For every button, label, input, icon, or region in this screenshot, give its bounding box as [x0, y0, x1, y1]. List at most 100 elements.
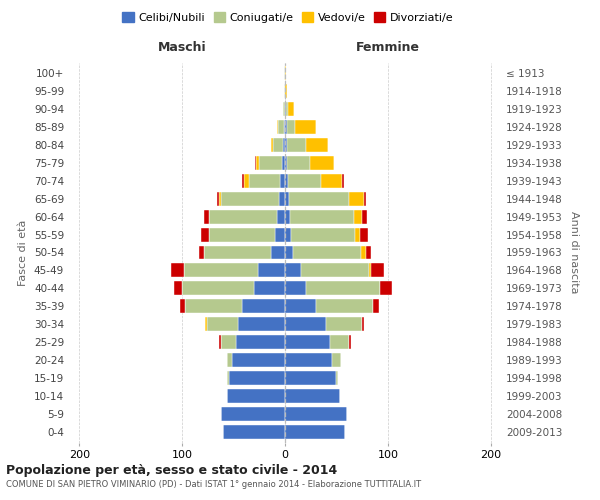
- Bar: [285, 192, 289, 205]
- Bar: [293, 246, 361, 260]
- Y-axis label: Anni di nascita: Anni di nascita: [569, 211, 579, 294]
- Bar: [287, 156, 310, 170]
- Bar: [204, 246, 271, 260]
- Bar: [285, 371, 337, 385]
- Bar: [289, 192, 349, 205]
- Bar: [362, 317, 364, 331]
- Bar: [184, 264, 258, 278]
- Bar: [337, 371, 338, 385]
- Bar: [244, 174, 249, 188]
- Bar: [283, 102, 285, 116]
- Bar: [330, 335, 349, 349]
- Bar: [285, 264, 301, 278]
- Bar: [199, 246, 204, 260]
- Bar: [180, 300, 185, 314]
- Bar: [174, 282, 182, 296]
- Text: Popolazione per età, sesso e stato civile - 2014: Popolazione per età, sesso e stato civil…: [6, 464, 337, 477]
- Bar: [366, 246, 371, 260]
- Bar: [285, 102, 286, 116]
- Bar: [242, 300, 285, 314]
- Bar: [221, 335, 236, 349]
- Bar: [221, 407, 285, 421]
- Y-axis label: Fasce di età: Fasce di età: [19, 220, 28, 286]
- Bar: [271, 138, 272, 152]
- Bar: [204, 210, 209, 224]
- Bar: [277, 120, 278, 134]
- Bar: [280, 174, 285, 188]
- Bar: [285, 138, 287, 152]
- Bar: [295, 120, 316, 134]
- Bar: [373, 300, 379, 314]
- Bar: [256, 156, 259, 170]
- Bar: [364, 192, 366, 205]
- Bar: [287, 138, 305, 152]
- Bar: [285, 228, 291, 241]
- Bar: [207, 317, 238, 331]
- Bar: [284, 84, 285, 98]
- Text: Maschi: Maschi: [158, 42, 206, 54]
- Bar: [275, 228, 285, 241]
- Bar: [290, 210, 354, 224]
- Bar: [301, 264, 370, 278]
- Bar: [354, 210, 362, 224]
- Bar: [272, 138, 283, 152]
- Bar: [271, 246, 285, 260]
- Bar: [291, 228, 355, 241]
- Text: Femmine: Femmine: [356, 42, 420, 54]
- Bar: [285, 317, 326, 331]
- Bar: [284, 120, 285, 134]
- Bar: [279, 192, 285, 205]
- Bar: [285, 84, 287, 98]
- Bar: [219, 192, 221, 205]
- Bar: [258, 264, 285, 278]
- Bar: [255, 156, 256, 170]
- Bar: [200, 228, 209, 241]
- Bar: [185, 300, 242, 314]
- Bar: [332, 353, 341, 367]
- Bar: [341, 174, 344, 188]
- Bar: [349, 335, 351, 349]
- Bar: [371, 264, 384, 278]
- Bar: [254, 282, 285, 296]
- Bar: [229, 371, 285, 385]
- Bar: [283, 138, 285, 152]
- Bar: [227, 389, 285, 403]
- Bar: [321, 174, 341, 188]
- Bar: [285, 66, 286, 80]
- Bar: [277, 210, 285, 224]
- Bar: [285, 335, 330, 349]
- Bar: [285, 300, 316, 314]
- Bar: [249, 174, 280, 188]
- Bar: [171, 264, 184, 278]
- Bar: [285, 282, 305, 296]
- Bar: [285, 353, 332, 367]
- Bar: [305, 138, 328, 152]
- Bar: [380, 282, 392, 296]
- Bar: [285, 120, 287, 134]
- Bar: [205, 317, 207, 331]
- Bar: [236, 335, 285, 349]
- Bar: [349, 192, 364, 205]
- Bar: [285, 174, 288, 188]
- Bar: [285, 407, 347, 421]
- Bar: [217, 192, 219, 205]
- Bar: [305, 282, 380, 296]
- Bar: [242, 174, 244, 188]
- Bar: [282, 156, 285, 170]
- Bar: [278, 120, 284, 134]
- Text: COMUNE DI SAN PIETRO VIMINARIO (PD) - Dati ISTAT 1° gennaio 2014 - Elaborazione : COMUNE DI SAN PIETRO VIMINARIO (PD) - Da…: [6, 480, 421, 489]
- Bar: [227, 353, 232, 367]
- Bar: [360, 228, 368, 241]
- Bar: [285, 156, 287, 170]
- Bar: [285, 210, 290, 224]
- Bar: [209, 210, 277, 224]
- Bar: [285, 389, 340, 403]
- Bar: [370, 264, 371, 278]
- Bar: [219, 335, 221, 349]
- Bar: [361, 246, 366, 260]
- Bar: [288, 102, 294, 116]
- Bar: [285, 425, 344, 438]
- Bar: [287, 120, 295, 134]
- Bar: [238, 317, 285, 331]
- Bar: [284, 66, 285, 80]
